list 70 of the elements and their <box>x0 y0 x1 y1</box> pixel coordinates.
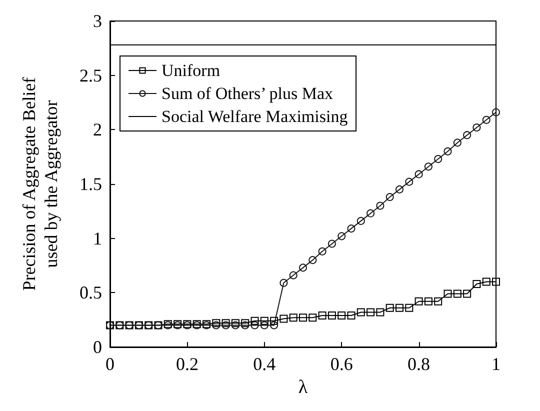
point <box>386 304 394 312</box>
point <box>366 209 375 218</box>
x-tick-label: 0.6 <box>330 354 353 374</box>
point <box>338 311 346 320</box>
point <box>453 138 462 147</box>
point <box>328 311 336 320</box>
y-tick-label: 1.5 <box>80 174 102 194</box>
point <box>308 256 317 264</box>
point <box>250 321 259 330</box>
point <box>270 316 278 325</box>
point <box>405 178 414 186</box>
point <box>472 280 481 288</box>
x-axis-title: λ <box>298 376 308 398</box>
point <box>280 278 288 287</box>
point <box>463 290 472 298</box>
y-tick-label: 1 <box>93 228 102 248</box>
legend-label: Uniform <box>162 61 220 80</box>
point <box>482 278 490 286</box>
point <box>289 314 298 322</box>
legend-label: Sum of Others’ plus Max <box>162 84 334 103</box>
point <box>338 232 346 240</box>
y-tick-label: 3 <box>93 11 102 31</box>
point <box>299 264 307 272</box>
point <box>396 304 404 312</box>
point <box>376 308 384 316</box>
point <box>414 297 423 306</box>
point <box>414 170 423 178</box>
point <box>299 314 307 322</box>
point <box>347 224 356 233</box>
point <box>492 108 500 116</box>
point <box>444 147 452 156</box>
point <box>280 314 288 323</box>
point <box>289 271 298 280</box>
point <box>444 290 452 298</box>
point <box>270 321 278 330</box>
y-tick-label: 2.5 <box>80 65 102 86</box>
point <box>318 247 326 256</box>
point <box>405 304 414 312</box>
point <box>356 308 365 316</box>
point <box>318 311 326 320</box>
point <box>463 131 472 140</box>
x-tick-label: 0.4 <box>253 354 276 374</box>
y-tick-label: 0 <box>93 337 102 357</box>
x-tick-label: 0 <box>106 354 114 374</box>
point <box>453 290 462 298</box>
x-tick-label: 0.2 <box>176 354 198 374</box>
point <box>260 316 268 325</box>
y-tick-label: 2 <box>93 120 102 140</box>
point <box>492 278 500 286</box>
point <box>472 123 481 132</box>
point <box>424 162 432 171</box>
point <box>356 216 365 225</box>
point <box>386 193 394 202</box>
y-tick-label: 0.5 <box>80 282 102 303</box>
x-tick-label: 1 <box>492 354 500 374</box>
legend-label: Social Welfare Maximising <box>162 107 348 126</box>
point <box>250 316 259 325</box>
point <box>482 116 490 124</box>
point <box>424 297 432 306</box>
point <box>434 155 442 164</box>
point <box>376 202 384 210</box>
point <box>396 185 404 194</box>
point <box>328 240 336 248</box>
point <box>260 321 268 330</box>
y-axis-title: Precision of Aggregate Belief used by the Aggregator <box>19 77 61 291</box>
point <box>366 308 375 316</box>
point <box>434 297 442 306</box>
x-tick-label: 0.8 <box>408 354 430 374</box>
point <box>308 314 317 322</box>
point <box>347 311 356 320</box>
